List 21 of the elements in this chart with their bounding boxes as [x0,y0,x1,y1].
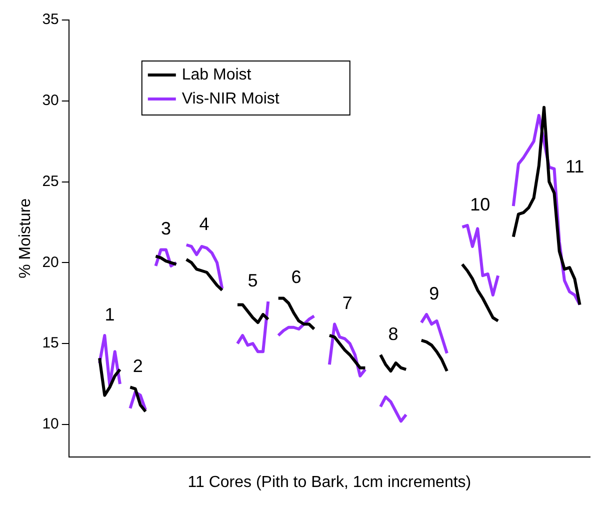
y-tick-label: 35 [42,11,59,28]
annotation: 4 [199,214,210,234]
annotation: 7 [342,293,352,314]
x-axis-title: 11 Cores (Pith to Bark, 1cm increments) [188,474,472,491]
y-tick-label: 25 [42,172,59,190]
annotation: 2 [132,356,143,376]
legend-label: Vis-NIR Moist [182,90,280,108]
annotation: 8 [388,324,398,344]
y-tick-label: 10 [42,416,59,433]
annotation: 6 [291,267,302,288]
annotation: 9 [429,283,440,304]
y-axis-title: % Moisture [17,198,34,278]
annotation: 11 [565,156,584,176]
y-tick-label: 15 [42,334,59,352]
annotation: 1 [104,304,115,324]
y-tick-label: 30 [42,92,59,110]
legend-label: Lab Moist [182,66,252,84]
annotation: 5 [248,270,258,290]
y-tick-label: 20 [42,254,59,271]
annotation: 10 [470,194,490,214]
annotation: 3 [160,218,171,239]
